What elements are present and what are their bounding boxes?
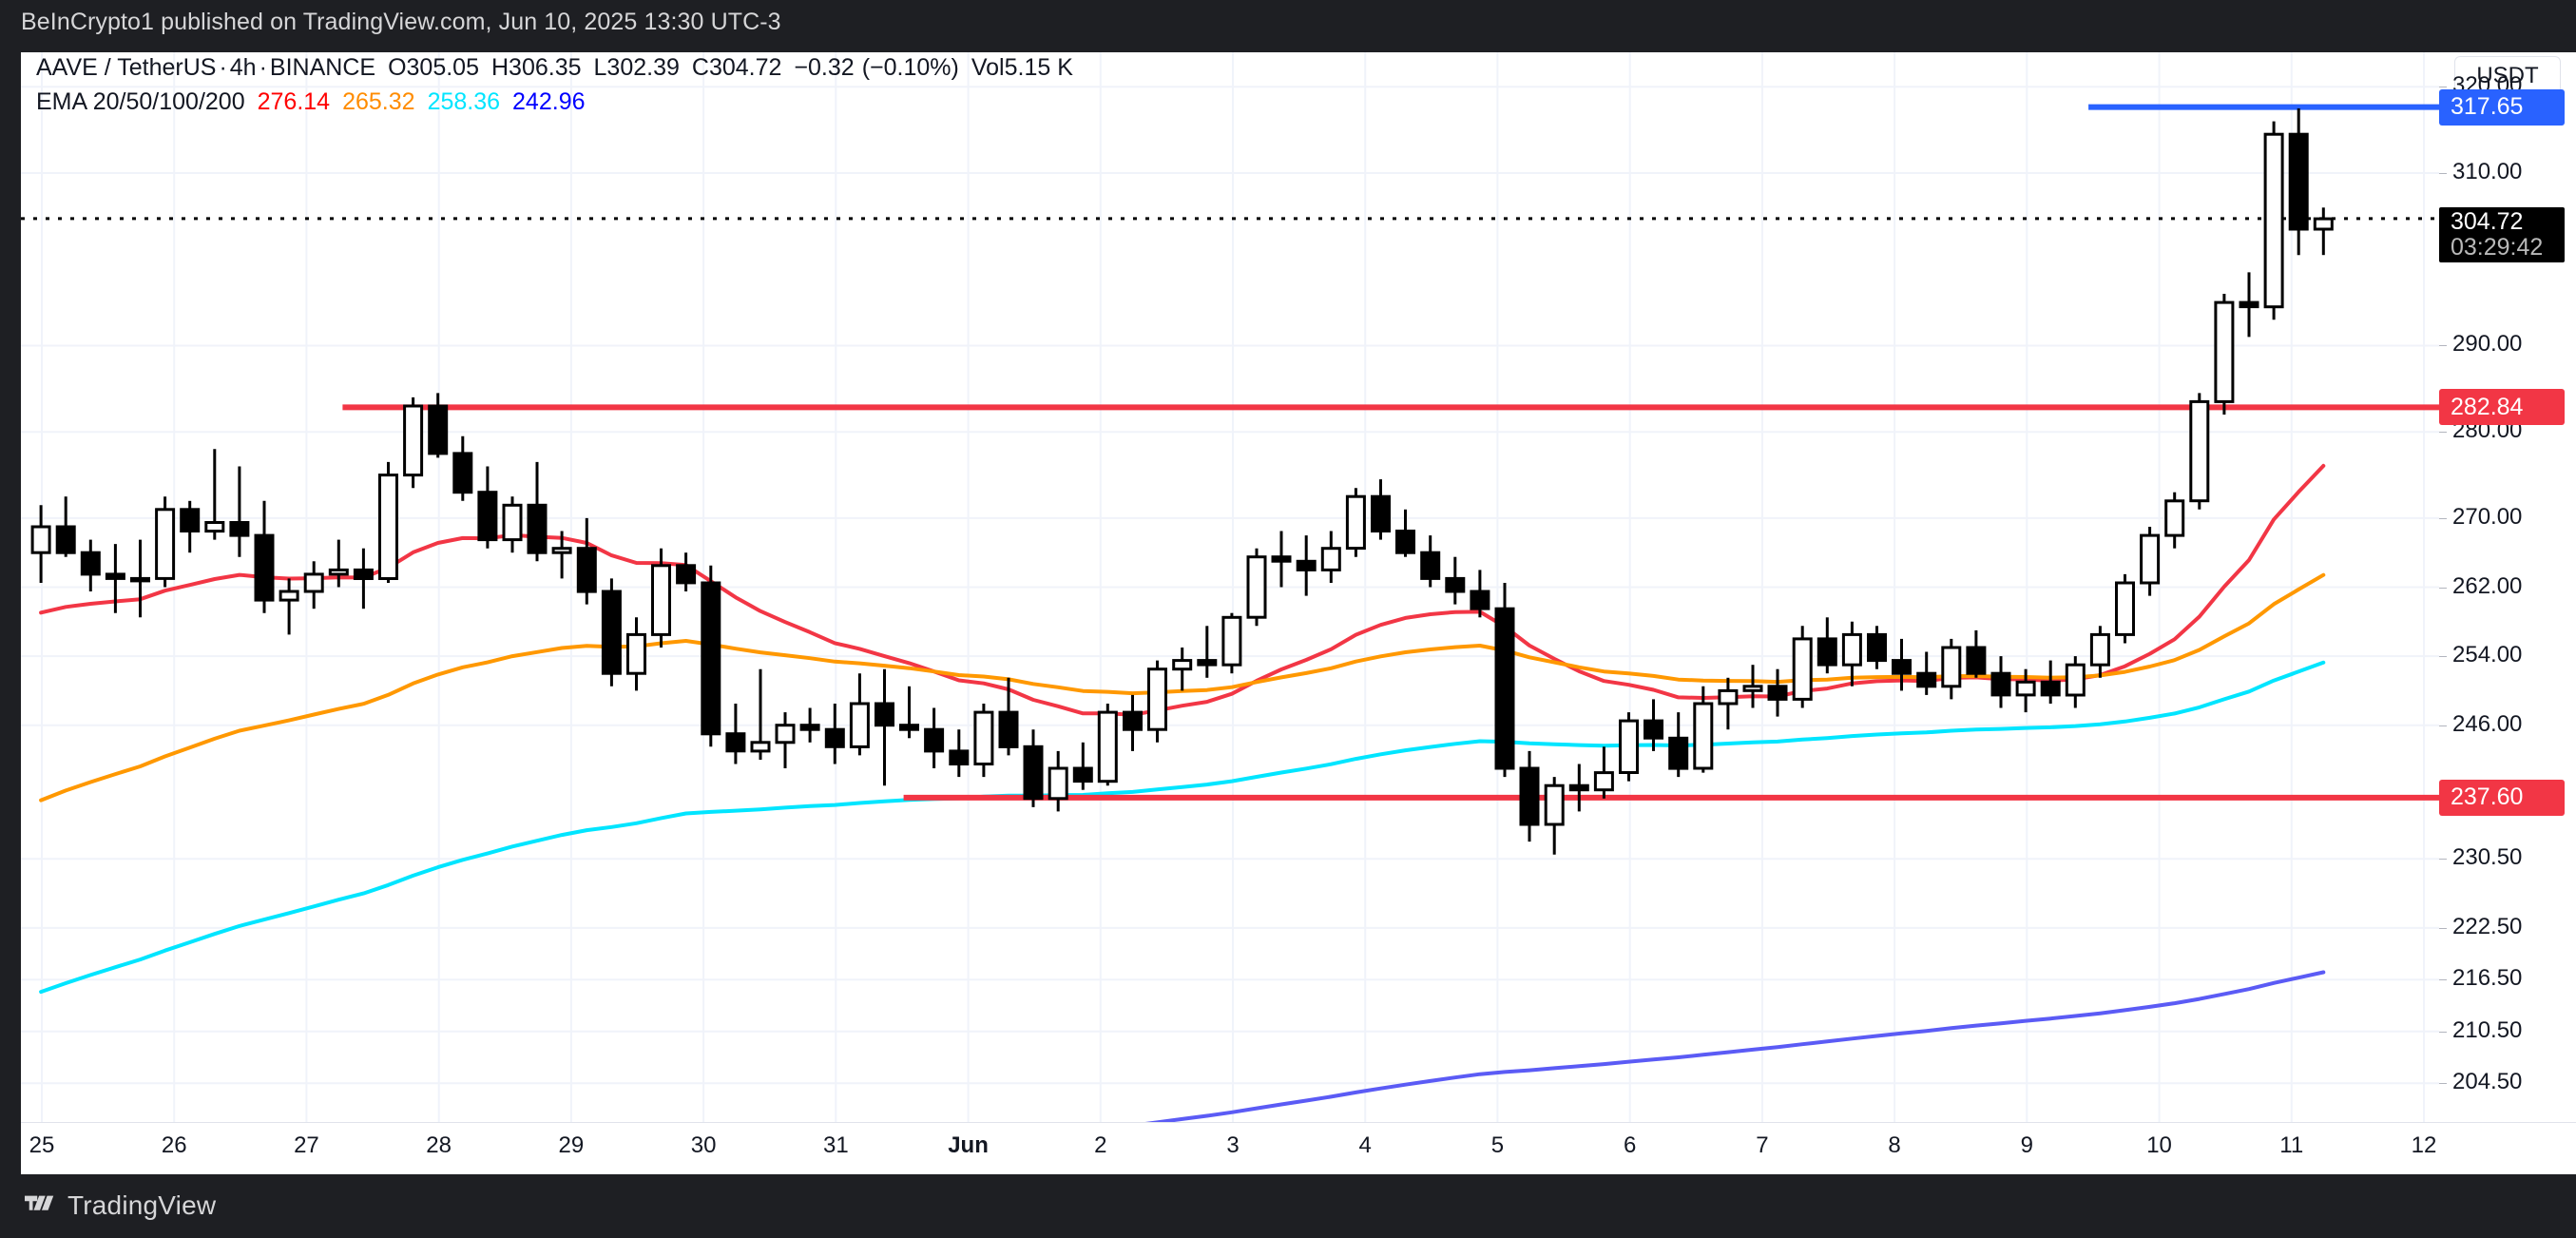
price-badge-support-red: 237.60	[2439, 779, 2565, 816]
level-lines	[21, 104, 2439, 801]
time-tick-label: 4	[1358, 1132, 1372, 1158]
price-tick-mark	[2439, 432, 2447, 434]
tradingview-branding: TradingView	[25, 1190, 216, 1221]
bottom-bar	[0, 1174, 2576, 1238]
time-tick-label: 5	[1490, 1132, 1505, 1158]
time-tick-label: 12	[2411, 1132, 2437, 1158]
candlestick-svg	[21, 52, 2439, 1122]
chart-plot-area[interactable]: AAVE / TetherUS · 4h · BINANCE O305.05 H306.35…	[21, 52, 2439, 1122]
price-tick-label: 310.00	[2452, 159, 2523, 185]
price-tick-label: 216.50	[2452, 965, 2523, 992]
time-tick-label: 8	[1888, 1132, 1901, 1158]
last-price-value: 304.72	[2451, 207, 2524, 235]
price-tick-mark	[2439, 979, 2447, 981]
time-tick-label: 29	[558, 1132, 585, 1158]
price-tick-mark	[2439, 656, 2447, 658]
price-badge-last: 304.72 03:29:42	[2439, 206, 2565, 262]
grid-lines	[21, 52, 2439, 1122]
time-tick-label: 11	[2279, 1132, 2304, 1158]
time-tick-label: 7	[1756, 1132, 1769, 1158]
price-tick-mark	[2439, 1083, 2447, 1085]
attribution-text: BeInCrypto1 published on TradingView.com…	[21, 9, 781, 35]
time-tick-label: 28	[426, 1132, 452, 1158]
price-tick-label: 246.00	[2452, 710, 2523, 737]
price-tick-label: 210.50	[2452, 1016, 2523, 1043]
bar-countdown: 03:29:42	[2451, 233, 2544, 261]
time-tick-label: 25	[29, 1132, 55, 1158]
time-axis[interactable]: 25 26 27 28 29 30 31 Jun 2 3 4 5 6 7 8 9 10 11 12	[21, 1122, 2576, 1175]
price-tick-label: 204.50	[2452, 1069, 2523, 1095]
time-tick-label: 31	[822, 1132, 849, 1158]
price-tick-mark	[2439, 587, 2447, 589]
tradingview-wordmark: TradingView	[67, 1190, 217, 1220]
price-tick-mark	[2439, 345, 2447, 347]
time-tick-label: 3	[1226, 1132, 1240, 1158]
left-gutter	[0, 52, 21, 1174]
price-tick-mark	[2439, 1031, 2447, 1033]
price-tick-mark	[2439, 859, 2447, 861]
time-tick-label: 26	[161, 1132, 187, 1158]
price-badge-resistance-blue: 317.65	[2439, 88, 2565, 126]
price-tick-label: 290.00	[2452, 331, 2523, 358]
time-tick-label: 30	[690, 1132, 717, 1158]
price-tick-mark	[2439, 927, 2447, 929]
time-tick-label: Jun	[948, 1132, 989, 1158]
attribution-bar: BeInCrypto1 published on TradingView.com…	[0, 0, 2576, 52]
price-tick-mark	[2439, 173, 2447, 175]
time-tick-label: 2	[1094, 1132, 1107, 1158]
candles	[30, 108, 2334, 855]
price-tick-mark	[2439, 517, 2447, 519]
time-tick-label: 6	[1623, 1132, 1637, 1158]
tradingview-logo-icon	[25, 1195, 54, 1210]
price-tick-label: 230.50	[2452, 844, 2523, 871]
price-axis[interactable]: USDT 320.00 310.00 290.00 280.00 270.00 262.0…	[2439, 52, 2576, 1122]
price-tick-mark	[2439, 725, 2447, 726]
time-tick-label: 27	[294, 1132, 319, 1158]
time-tick-label: 10	[2146, 1132, 2172, 1158]
price-tick-label: 254.00	[2452, 642, 2523, 668]
time-tick-label: 9	[2020, 1132, 2034, 1158]
chart-pane: AAVE / TetherUS · 4h · BINANCE O305.05 H306.35…	[21, 52, 2576, 1175]
price-badge-resistance-red: 282.84	[2439, 389, 2565, 426]
price-tick-label: 222.50	[2452, 913, 2523, 939]
price-tick-label: 270.00	[2452, 503, 2523, 530]
price-tick-label: 262.00	[2452, 572, 2523, 599]
